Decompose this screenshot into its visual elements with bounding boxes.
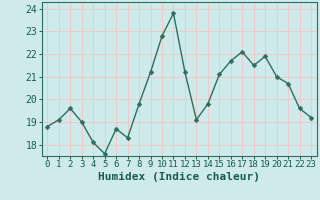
X-axis label: Humidex (Indice chaleur): Humidex (Indice chaleur)	[98, 172, 260, 182]
